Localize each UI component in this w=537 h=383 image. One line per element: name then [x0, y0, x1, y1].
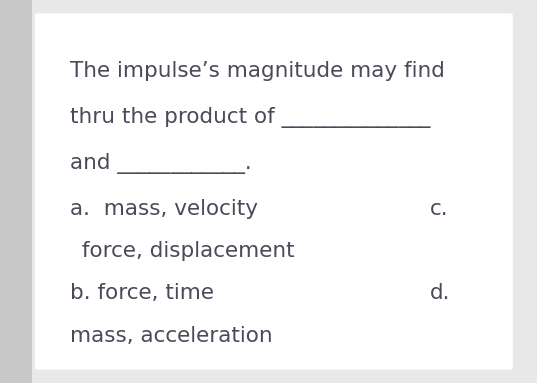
Text: d.: d.	[430, 283, 450, 303]
Text: force, displacement: force, displacement	[75, 241, 295, 261]
Text: a.  mass, velocity: a. mass, velocity	[70, 199, 258, 219]
Text: b. force, time: b. force, time	[70, 283, 214, 303]
FancyBboxPatch shape	[35, 13, 513, 370]
Text: c.: c.	[430, 199, 448, 219]
Text: and ____________.: and ____________.	[70, 153, 251, 174]
Text: The impulse’s magnitude may find: The impulse’s magnitude may find	[70, 61, 445, 81]
Bar	[0, 0, 32, 383]
Text: thru the product of ______________: thru the product of ______________	[70, 107, 430, 128]
Text: mass, acceleration: mass, acceleration	[70, 326, 272, 345]
